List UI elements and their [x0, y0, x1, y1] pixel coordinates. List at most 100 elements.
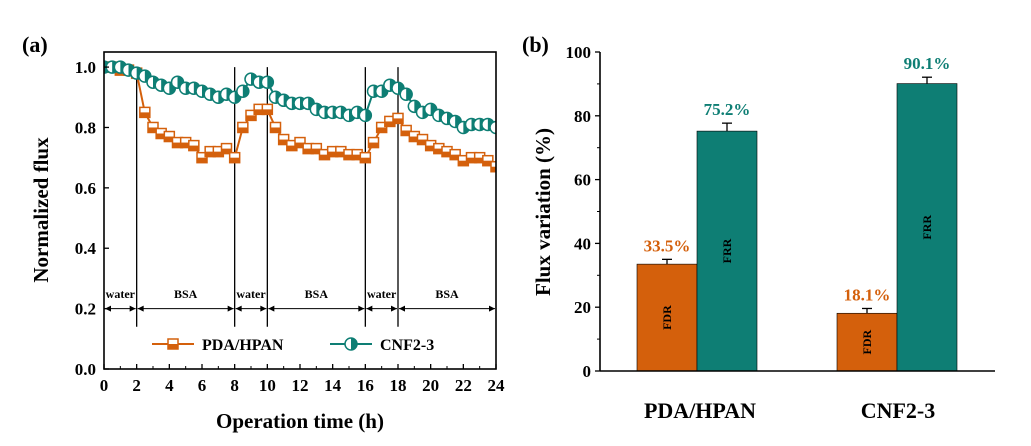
data-point-fill: [319, 154, 330, 160]
data-point-fill: [270, 127, 281, 133]
bar-y-axis-ticks: 0 20 40 60 80 100: [566, 43, 600, 381]
data-point-fill: [474, 157, 485, 163]
data-point-fill: [303, 148, 314, 154]
y-tick-label: 0.6: [75, 179, 96, 198]
y-tick-label: 20: [574, 298, 591, 317]
data-point-fill: [406, 88, 413, 101]
stage-label: BSA: [435, 287, 459, 301]
stage-label: BSA: [305, 287, 329, 301]
data-point-fill: [267, 76, 274, 89]
stage-arrowhead-right: [489, 305, 495, 312]
data-point-fill: [384, 121, 395, 127]
data-point-fill: [237, 127, 248, 133]
bar: [896, 83, 958, 372]
data-point-fill: [433, 148, 444, 154]
data-point-fill: [365, 109, 372, 122]
stage-arrowhead-left: [399, 305, 405, 312]
x-tick-label: 4: [165, 376, 174, 395]
y-tick-label: 1.0: [75, 58, 96, 77]
y-axis-label: Normalized flux: [29, 137, 53, 283]
data-point-fill: [458, 160, 469, 166]
bar-series-label: FDR: [660, 305, 674, 330]
data-point-fill: [213, 151, 224, 157]
stage-arrowhead-right: [260, 305, 267, 312]
x-tick-label: 18: [390, 376, 407, 395]
x-axis-ticks: 0 2 4 6 8 10 12 14 16 18 20 22 24: [100, 364, 505, 395]
stage-label: water: [367, 287, 397, 301]
data-point-fill: [425, 145, 436, 151]
data-point-fill: [278, 139, 289, 145]
panel-b: (b) 33.5% FDR 75.2% FRR 18.1% FDR 90.1% FRR 0 20…: [522, 32, 995, 423]
y-tick-label: 0: [583, 362, 592, 381]
bar-category-labels: PDA/HPAN CNF2-3: [644, 398, 935, 423]
y-tick-label: 0.2: [75, 300, 96, 319]
data-point: [489, 120, 496, 135]
data-point-fill: [344, 154, 354, 160]
bar: [696, 130, 758, 372]
panel-a: (a) water BSA water BSA water BSA 0 2 4 6 8 10 12 14…: [22, 32, 505, 433]
data-point-fill: [246, 115, 256, 121]
x-tick-label: 14: [324, 376, 342, 395]
data-point-fill: [188, 145, 199, 151]
data-point-fill: [286, 145, 297, 151]
y-tick-label: 60: [574, 171, 591, 190]
data-point-fill: [156, 133, 167, 139]
y-tick-label: 0.8: [75, 118, 96, 137]
data-point-fill: [482, 160, 493, 166]
data-label: 33.5%: [644, 236, 691, 255]
bar-series-label: FRR: [720, 238, 734, 263]
x-axis-label: Operation time (h): [216, 409, 384, 433]
data-point-fill: [172, 142, 183, 148]
x-tick-label: 0: [100, 376, 109, 395]
data-point-fill: [221, 148, 232, 154]
data-point-fill: [409, 136, 420, 142]
data-point-fill: [295, 142, 305, 148]
data-label: 90.1%: [904, 54, 951, 73]
y-tick-label: 80: [574, 107, 591, 126]
x-tick-label: 20: [422, 376, 439, 395]
legend: PDA/HPAN CNF2-3: [152, 337, 434, 354]
x-tick-label: 6: [198, 376, 207, 395]
x-tick-label: 22: [455, 376, 472, 395]
data-point-fill: [229, 157, 240, 163]
data-point-fill: [442, 151, 452, 157]
bar: [836, 312, 898, 372]
stage-annotations: water BSA water BSA water BSA: [105, 287, 495, 312]
stage-arrowhead-right: [391, 305, 397, 312]
y-tick-label: 100: [566, 43, 592, 62]
panel-b-label: (b): [522, 32, 549, 57]
x-tick-label: 12: [292, 376, 309, 395]
data-point-fill: [205, 151, 216, 157]
data-point-fill: [466, 157, 477, 163]
stage-arrowhead-left: [137, 305, 144, 312]
bar-y-axis-label: Flux variation (%): [531, 128, 555, 296]
stage-arrowhead-left: [268, 305, 275, 312]
stage-arrowhead-left: [366, 305, 373, 312]
panel-a-label: (a): [22, 32, 48, 57]
data-point-fill: [242, 85, 249, 98]
category-label: CNF2-3: [861, 398, 936, 423]
data-label: 75.2%: [704, 100, 751, 119]
x-tick-label: 16: [357, 376, 374, 395]
data-point-fill: [262, 109, 273, 115]
data-point-fill: [311, 148, 322, 154]
stage-arrowhead-left: [235, 305, 242, 312]
x-tick-label: 10: [259, 376, 276, 395]
stage-label: water: [236, 287, 266, 301]
stage-arrowhead-right: [129, 305, 136, 312]
bar-series-label: FRR: [920, 215, 934, 240]
y-tick-label: 0.4: [75, 239, 97, 258]
data-point-fill: [148, 127, 158, 133]
data-point-fill: [496, 121, 502, 133]
data-point-fill: [376, 127, 387, 133]
y-tick-label: 0.0: [75, 360, 96, 379]
data-label: 18.1%: [844, 285, 891, 304]
data-point-fill: [139, 112, 150, 118]
x-tick-label: 8: [230, 376, 239, 395]
data-point-fill: [360, 157, 371, 163]
category-label: PDA/HPAN: [644, 398, 756, 423]
x-tick-label: 2: [132, 376, 141, 395]
data-point-fill: [393, 118, 403, 124]
legend-label: PDA/HPAN: [202, 337, 284, 354]
